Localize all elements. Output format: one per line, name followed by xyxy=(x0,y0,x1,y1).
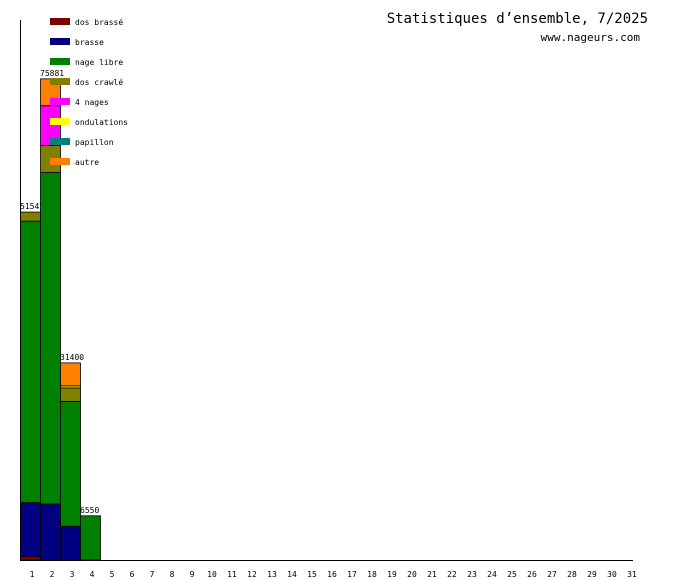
x-tick-label: 26 xyxy=(527,570,537,579)
x-tick-label: 14 xyxy=(287,570,297,579)
x-tick-label: 12 xyxy=(247,570,257,579)
bar-total-label: 75881 xyxy=(40,69,64,78)
x-tick-label: 15 xyxy=(307,570,317,579)
legend-swatch xyxy=(50,18,70,25)
x-tick-label: 3 xyxy=(70,570,75,579)
x-tick-label: 6 xyxy=(130,570,135,579)
legend-label: 4 nages xyxy=(75,98,109,107)
legend: dos brassé brasse nage libre dos crawlé 4 na… xyxy=(50,17,128,167)
chart-title: Statistiques d’ensemble, 7/2025 xyxy=(387,11,648,27)
x-tick-label: 17 xyxy=(347,570,357,579)
bar-total-label: 31400 xyxy=(60,353,84,362)
x-tick-label: 22 xyxy=(447,570,457,579)
legend-swatch xyxy=(50,118,70,125)
plot-area: 51545 75881 31400 6550 xyxy=(20,69,101,561)
legend-swatch xyxy=(50,158,70,165)
bar-segment-day-3-nage-libre xyxy=(60,400,81,527)
bar-segment-day-3-dos-crawlé xyxy=(60,387,81,402)
bar-segment-day-3-brasse xyxy=(60,525,81,561)
x-tick-label: 30 xyxy=(607,570,617,579)
x-tick-label: 19 xyxy=(387,570,397,579)
legend-label: ondulations xyxy=(75,118,128,127)
x-tick-label: 16 xyxy=(327,570,337,579)
chart-subtitle: www.nageurs.com xyxy=(541,31,641,44)
legend-label: dos brassé xyxy=(75,17,123,27)
x-tick-label: 20 xyxy=(407,570,417,579)
legend-swatch xyxy=(50,138,70,145)
x-tick-label: 11 xyxy=(227,570,237,579)
x-tick-label: 28 xyxy=(567,570,577,579)
legend-label: nage libre xyxy=(75,58,123,67)
x-tick-label: 5 xyxy=(110,570,115,579)
x-tick-label: 25 xyxy=(507,570,517,579)
x-tick-labels: 1 2 3 4 5 6 7 8 9 10 11 12 13 14 15 16 17 18 19 20 21 22 23 24 2… xyxy=(30,570,637,579)
legend-swatch xyxy=(50,38,70,45)
bar-total-label: 6550 xyxy=(80,506,99,515)
x-tick-label: 1 xyxy=(30,570,35,579)
x-tick-label: 18 xyxy=(367,570,377,579)
x-tick-label: 2 xyxy=(50,570,55,579)
legend-label: dos crawlé xyxy=(75,77,123,87)
legend-swatch xyxy=(50,78,70,85)
x-tick-label: 8 xyxy=(170,570,175,579)
x-tick-label: 23 xyxy=(467,570,477,579)
bar-segment-day-4-nage-libre xyxy=(80,515,101,561)
bar-segment-day-1-brasse xyxy=(20,502,41,558)
x-tick-label: 10 xyxy=(207,570,217,579)
bar-segment-day-2-brasse xyxy=(40,503,61,561)
x-tick-label: 24 xyxy=(487,570,497,579)
x-tick-label: 21 xyxy=(427,570,437,579)
legend-label: brasse xyxy=(75,38,104,47)
bar-segment-day-1-nage-libre xyxy=(20,220,41,504)
x-tick-label: 31 xyxy=(627,570,637,579)
legend-swatch xyxy=(50,58,70,65)
bar-total-label: 51545 xyxy=(20,202,44,211)
x-tick-label: 13 xyxy=(267,570,277,579)
bar-segment-day-1-dos-crawlé xyxy=(20,211,41,222)
bar-segment-day-3-autre xyxy=(60,362,81,387)
bar-segment-day-2-nage-libre xyxy=(40,172,61,505)
x-tick-label: 7 xyxy=(150,570,155,579)
x-tick-label: 29 xyxy=(587,570,597,579)
x-tick-label: 4 xyxy=(90,570,95,579)
bar-segment-day-1-dos-brassé xyxy=(20,556,41,561)
x-tick-label: 27 xyxy=(547,570,557,579)
legend-label: autre xyxy=(75,158,99,167)
legend-label: papillon xyxy=(75,138,114,147)
legend-swatch xyxy=(50,98,70,105)
x-tick-label: 9 xyxy=(190,570,195,579)
